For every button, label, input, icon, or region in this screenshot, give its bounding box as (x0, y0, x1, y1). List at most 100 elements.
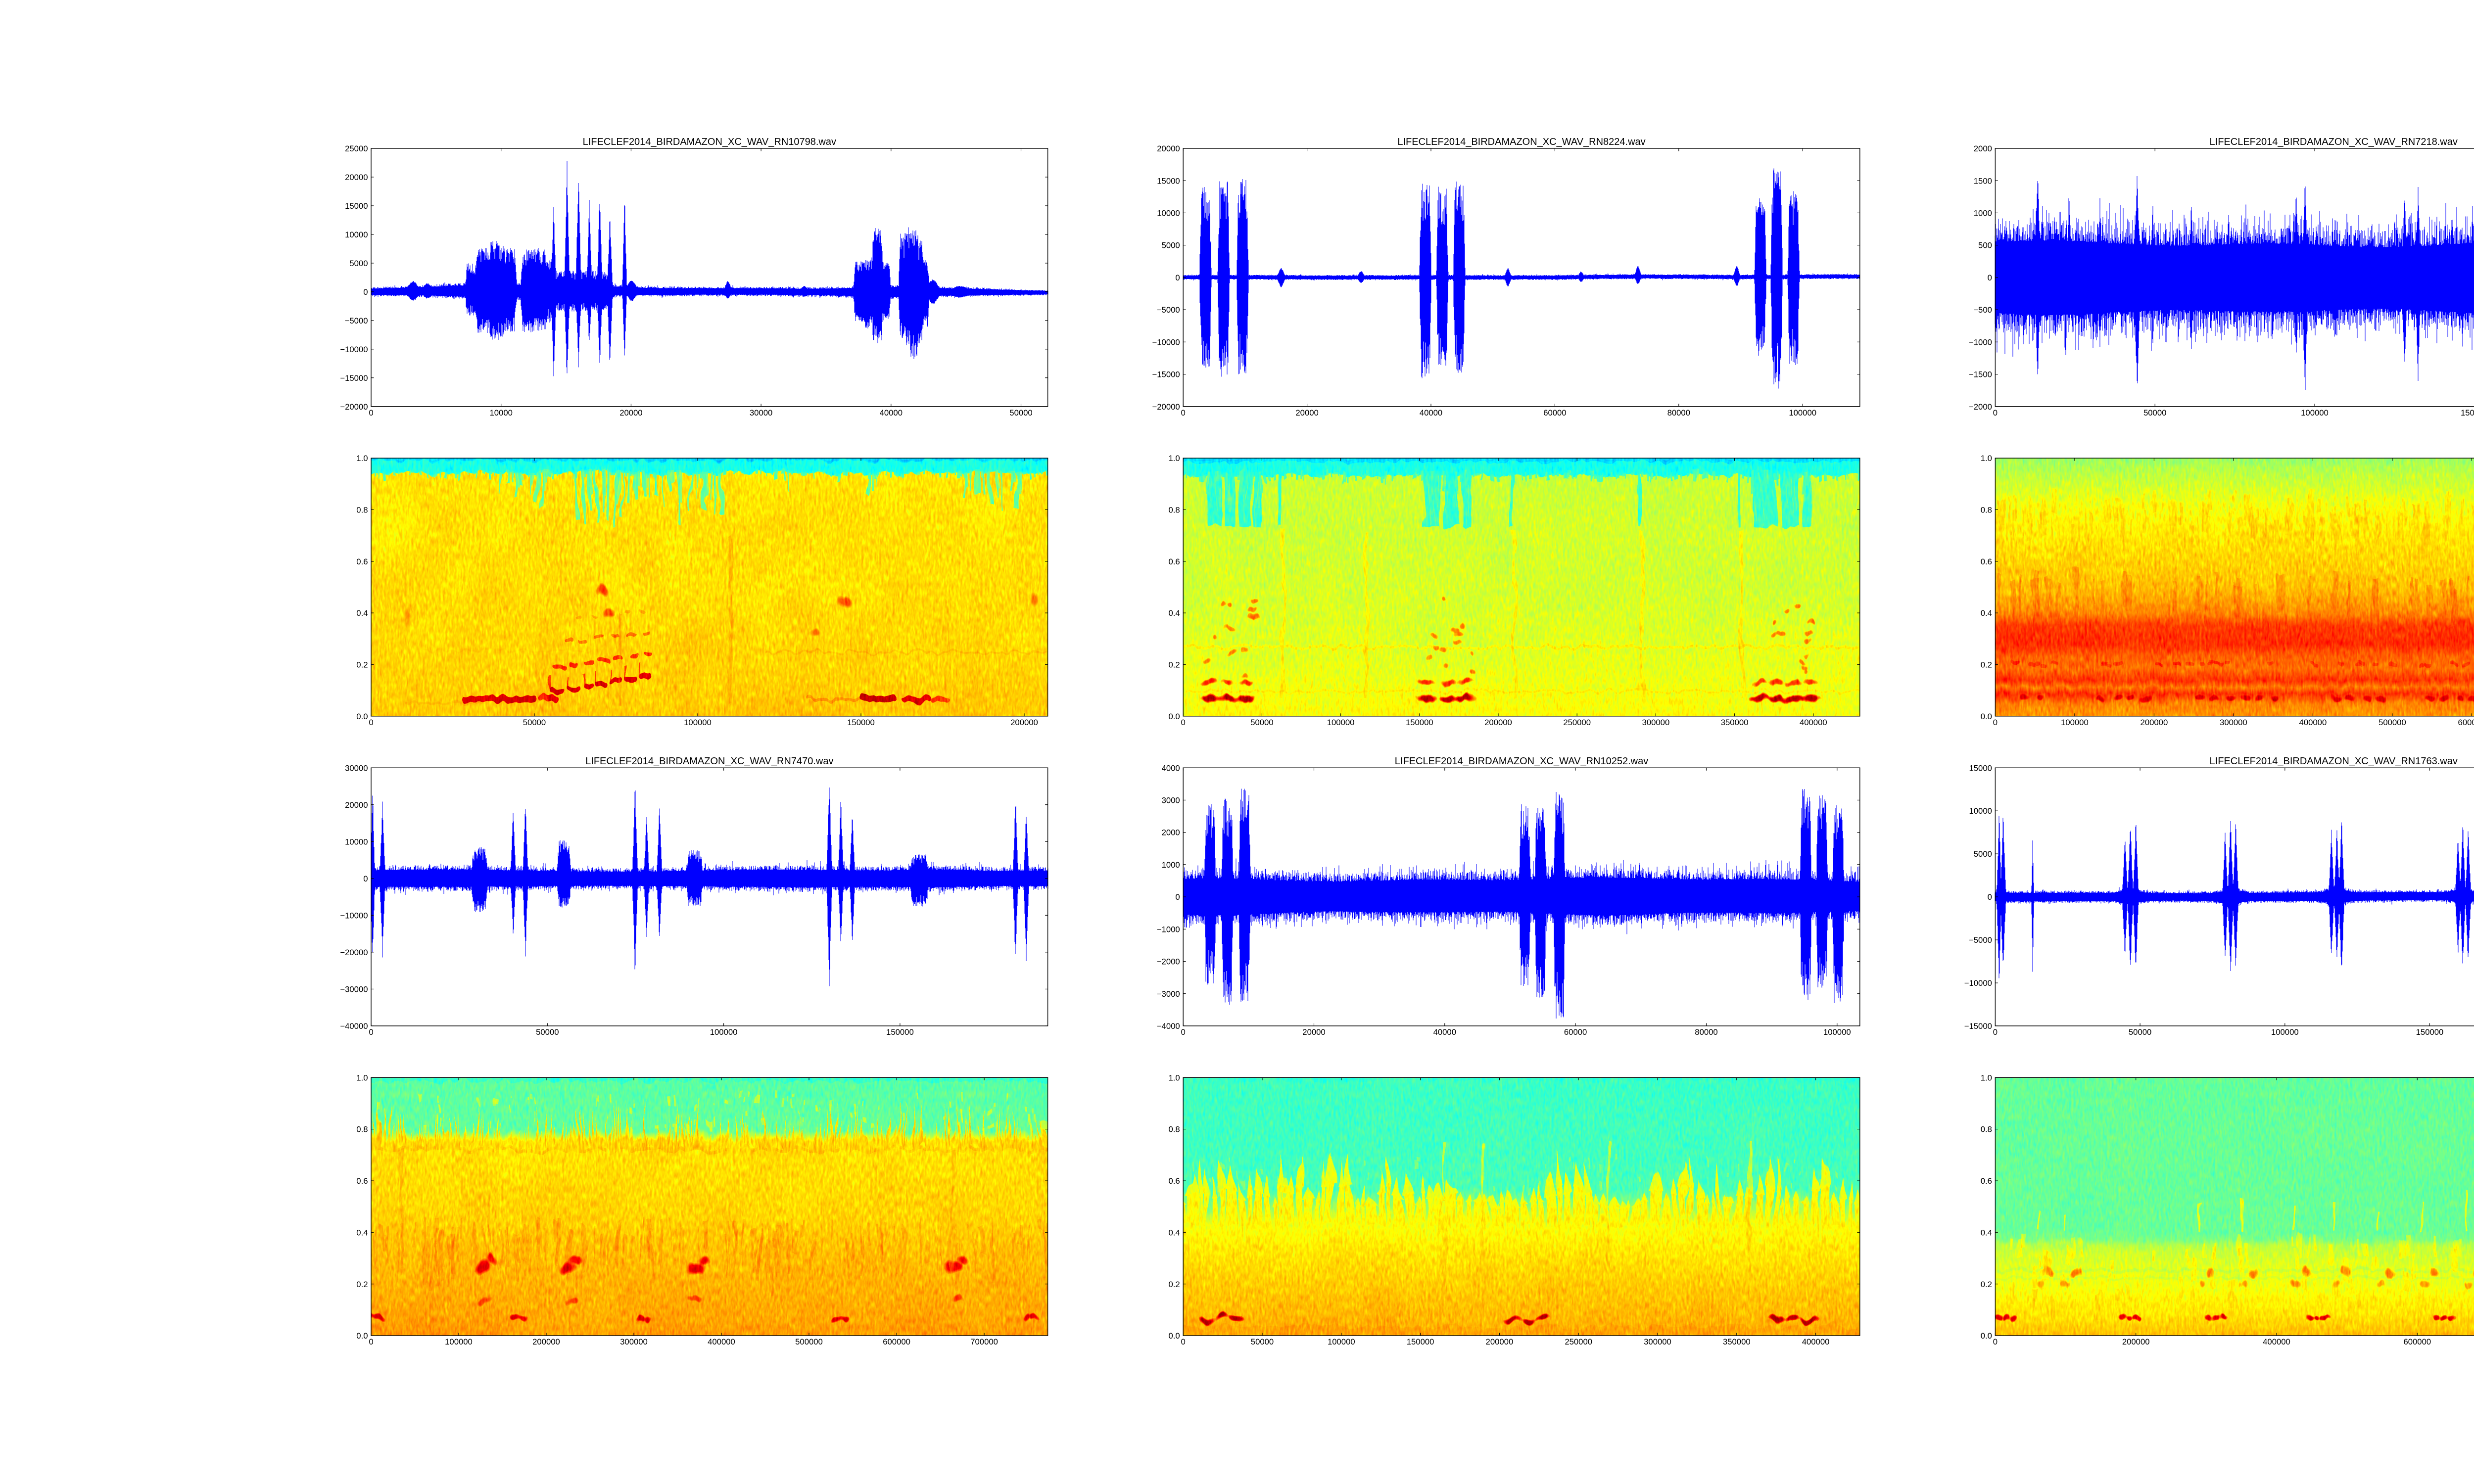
svg-text:600000: 600000 (2403, 1337, 2431, 1346)
svg-text:50000: 50000 (2143, 408, 2166, 417)
svg-text:−1500: −1500 (1969, 370, 1992, 379)
svg-text:150000: 150000 (886, 1027, 914, 1037)
svg-text:10000: 10000 (489, 408, 512, 417)
svg-text:30000: 30000 (345, 763, 368, 773)
svg-text:2000: 2000 (1162, 828, 1180, 837)
svg-text:LIFECLEF2014_BIRDAMAZON_XC_WAV: LIFECLEF2014_BIRDAMAZON_XC_WAV_RN10252.w… (1395, 756, 1648, 767)
svg-text:0.2: 0.2 (1981, 1280, 1992, 1289)
svg-text:100000: 100000 (1328, 1337, 1355, 1346)
svg-text:0.2: 0.2 (356, 1280, 368, 1289)
svg-text:−5000: −5000 (1157, 305, 1180, 315)
svg-text:0: 0 (1993, 1337, 1998, 1346)
svg-text:−1000: −1000 (1969, 337, 1992, 347)
svg-text:60000: 60000 (1564, 1027, 1587, 1037)
svg-text:LIFECLEF2014_BIRDAMAZON_XC_WAV: LIFECLEF2014_BIRDAMAZON_XC_WAV_RN1763.wa… (2210, 756, 2458, 767)
svg-text:0.8: 0.8 (356, 506, 368, 515)
svg-text:0.0: 0.0 (356, 712, 368, 721)
svg-text:1.0: 1.0 (1168, 454, 1180, 463)
svg-text:−10000: −10000 (1964, 978, 1992, 988)
svg-text:40000: 40000 (1433, 1027, 1456, 1037)
svg-text:LIFECLEF2014_BIRDAMAZON_XC_WAV: LIFECLEF2014_BIRDAMAZON_XC_WAV_RN10798.w… (583, 137, 836, 147)
svg-text:0: 0 (363, 874, 368, 883)
svg-text:0.8: 0.8 (356, 1125, 368, 1134)
svg-text:0: 0 (1181, 718, 1186, 727)
svg-text:150000: 150000 (1407, 1337, 1434, 1346)
svg-text:5000: 5000 (349, 259, 368, 268)
svg-text:300000: 300000 (1642, 718, 1670, 727)
svg-text:0: 0 (1181, 408, 1186, 417)
svg-text:600000: 600000 (883, 1337, 910, 1346)
svg-text:−20000: −20000 (1152, 402, 1180, 412)
svg-text:50000: 50000 (1251, 1337, 1274, 1346)
svg-text:0: 0 (1181, 1337, 1186, 1346)
svg-text:0.8: 0.8 (1981, 506, 1992, 515)
svg-text:0.4: 0.4 (1981, 1228, 1992, 1237)
svg-text:20000: 20000 (1157, 144, 1180, 153)
svg-text:400000: 400000 (2263, 1337, 2290, 1346)
svg-text:0.6: 0.6 (1981, 1176, 1992, 1186)
svg-text:0: 0 (1993, 408, 1998, 417)
svg-text:0.4: 0.4 (356, 608, 368, 618)
svg-text:5000: 5000 (1162, 241, 1180, 250)
svg-text:−20000: −20000 (340, 402, 368, 412)
svg-text:1.0: 1.0 (1981, 454, 1992, 463)
svg-text:1.0: 1.0 (1981, 1073, 1992, 1082)
svg-text:−20000: −20000 (340, 948, 368, 957)
svg-text:350000: 350000 (1723, 1337, 1751, 1346)
svg-text:30000: 30000 (750, 408, 772, 417)
svg-text:0.6: 0.6 (1168, 1176, 1180, 1186)
svg-text:150000: 150000 (2461, 408, 2474, 417)
svg-text:10000: 10000 (345, 230, 368, 239)
svg-text:50000: 50000 (523, 718, 546, 727)
svg-text:500000: 500000 (2379, 718, 2406, 727)
svg-text:300000: 300000 (2220, 718, 2247, 727)
svg-text:0: 0 (369, 1027, 373, 1037)
svg-text:200000: 200000 (2141, 718, 2168, 727)
svg-text:80000: 80000 (1667, 408, 1690, 417)
svg-text:100000: 100000 (1327, 718, 1355, 727)
svg-text:−5000: −5000 (1969, 935, 1992, 945)
svg-text:LIFECLEF2014_BIRDAMAZON_XC_WAV: LIFECLEF2014_BIRDAMAZON_XC_WAV_RN7218.wa… (2210, 137, 2458, 147)
svg-text:3000: 3000 (1162, 796, 1180, 805)
svg-text:200000: 200000 (1010, 718, 1038, 727)
svg-text:600000: 600000 (2458, 718, 2474, 727)
svg-text:0.0: 0.0 (1981, 1331, 1992, 1341)
svg-text:500000: 500000 (795, 1337, 823, 1346)
svg-text:400000: 400000 (2299, 718, 2327, 727)
svg-text:15000: 15000 (1969, 763, 1992, 773)
svg-text:1.0: 1.0 (356, 454, 368, 463)
svg-text:100000: 100000 (2061, 718, 2089, 727)
svg-text:0: 0 (1993, 718, 1998, 727)
svg-text:100000: 100000 (684, 718, 712, 727)
svg-text:80000: 80000 (1695, 1027, 1717, 1037)
svg-text:150000: 150000 (1406, 718, 1433, 727)
svg-text:0: 0 (1993, 1027, 1998, 1037)
svg-text:25000: 25000 (345, 144, 368, 153)
svg-text:10000: 10000 (1157, 209, 1180, 218)
svg-text:20000: 20000 (345, 173, 368, 182)
svg-text:0: 0 (1988, 892, 1992, 902)
svg-text:0: 0 (363, 287, 368, 297)
svg-text:−2000: −2000 (1157, 957, 1180, 967)
svg-text:20000: 20000 (1295, 408, 1318, 417)
svg-text:100000: 100000 (1823, 1027, 1851, 1037)
svg-text:1000: 1000 (1974, 209, 1992, 218)
svg-text:0: 0 (369, 408, 373, 417)
svg-text:20000: 20000 (619, 408, 642, 417)
svg-text:−2000: −2000 (1969, 402, 1992, 412)
svg-text:700000: 700000 (970, 1337, 998, 1346)
svg-text:1.0: 1.0 (1168, 1073, 1180, 1082)
svg-text:0.6: 0.6 (1168, 557, 1180, 566)
svg-text:200000: 200000 (1486, 1337, 1514, 1346)
svg-text:0.4: 0.4 (356, 1228, 368, 1237)
svg-text:200000: 200000 (532, 1337, 560, 1346)
svg-text:4000: 4000 (1162, 763, 1180, 773)
svg-text:0: 0 (1175, 273, 1180, 282)
svg-text:400000: 400000 (1800, 718, 1827, 727)
svg-text:250000: 250000 (1563, 718, 1591, 727)
svg-text:500: 500 (1978, 241, 1992, 250)
svg-text:0.4: 0.4 (1168, 1228, 1180, 1237)
svg-text:0.0: 0.0 (1168, 1331, 1180, 1341)
svg-text:1.0: 1.0 (356, 1073, 368, 1082)
svg-text:−10000: −10000 (340, 911, 368, 920)
